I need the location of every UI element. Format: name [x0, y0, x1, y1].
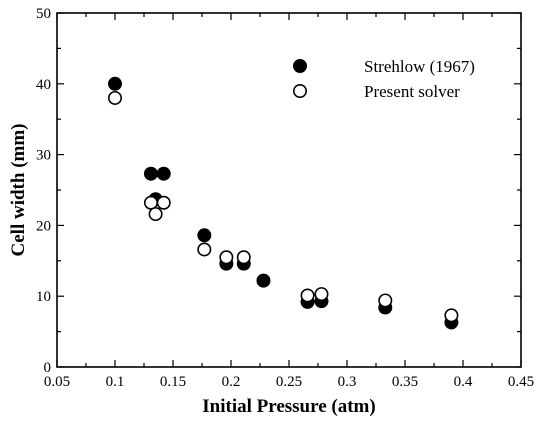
x-tick-label: 0.15 — [160, 374, 186, 390]
strehlow-point — [156, 166, 171, 181]
strehlow-point — [256, 273, 271, 288]
legend-marker — [292, 84, 307, 99]
present-solver-point — [219, 250, 234, 265]
legend: Strehlow (1967) Present solver — [292, 57, 475, 101]
y-axis-title: Cell width (mm) — [8, 124, 29, 257]
x-tick-label: 0.1 — [106, 374, 125, 390]
x-tick-label: 0.4 — [454, 374, 473, 390]
strehlow-point — [108, 76, 123, 91]
x-tick-label: 0.25 — [276, 374, 302, 390]
y-tick-label: 10 — [36, 289, 51, 305]
legend-label: Strehlow (1967) — [364, 57, 475, 76]
y-axis-ticks: 0 10 20 30 40 50 — [36, 6, 521, 376]
present-solver-point — [108, 90, 123, 105]
present-solver-point — [314, 287, 329, 302]
x-tick-label: 0.35 — [392, 374, 418, 390]
strehlow-point — [197, 228, 212, 243]
legend-marker — [292, 58, 307, 73]
present-solver-point — [378, 293, 393, 308]
legend-label: Present solver — [364, 82, 460, 101]
x-tick-label: 0.2 — [222, 374, 241, 390]
data-points — [108, 76, 459, 330]
x-axis-ticks: 0.05 0.1 0.15 0.2 0.25 0.3 0.35 0.4 0.45 — [44, 13, 534, 390]
present-solver-point — [300, 288, 315, 303]
present-solver-point — [156, 195, 171, 210]
present-solver-point — [444, 308, 459, 323]
present-solver-point — [197, 242, 212, 257]
y-tick-label: 30 — [36, 148, 51, 164]
strehlow-point — [143, 166, 158, 181]
y-tick-label: 40 — [36, 77, 51, 93]
x-axis-title: Initial Pressure (atm) — [202, 396, 375, 417]
x-tick-label: 0.3 — [338, 374, 357, 390]
y-tick-label: 0 — [44, 360, 52, 376]
y-tick-label: 20 — [36, 218, 51, 234]
present-solver-point — [148, 207, 163, 222]
x-tick-label: 0.45 — [508, 374, 534, 390]
y-tick-label: 50 — [36, 6, 51, 22]
x-tick-label: 0.05 — [44, 374, 70, 390]
present-solver-point — [236, 250, 251, 265]
